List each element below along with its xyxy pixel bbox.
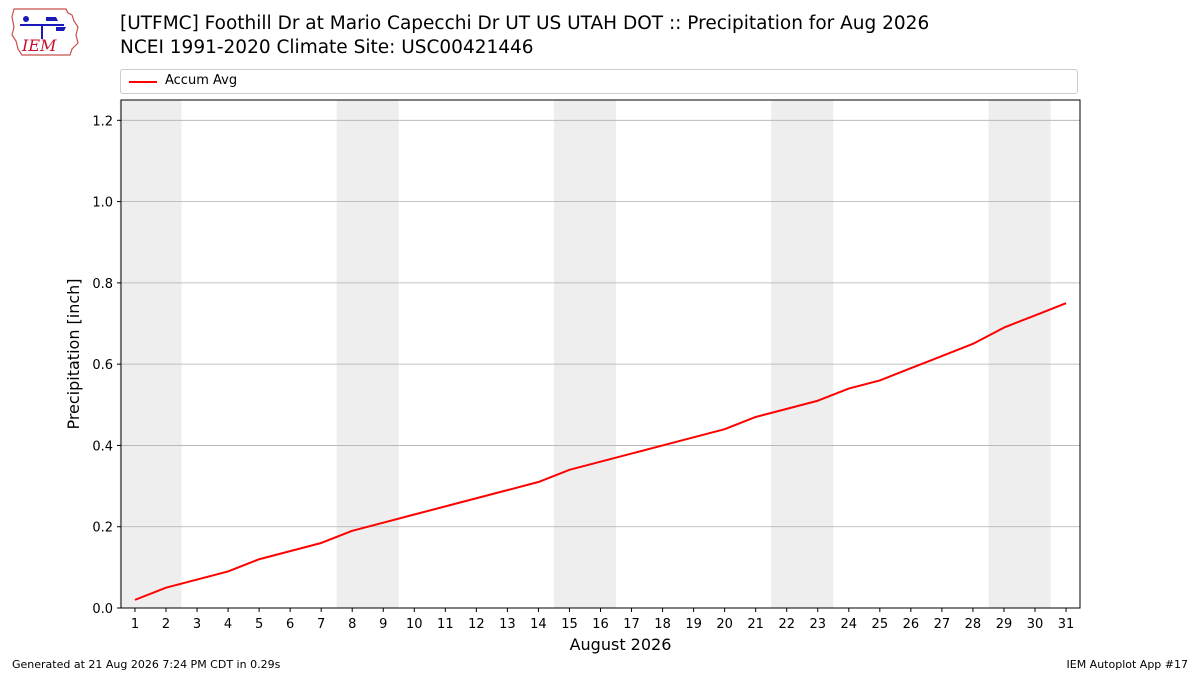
y-tick-label: 0.0 [92, 602, 113, 617]
y-tick-label: 0.2 [92, 521, 113, 536]
weekend-shade [988, 100, 1051, 608]
chart-subtitle: NCEI 1991-2020 Climate Site: USC00421446 [120, 37, 534, 58]
y-tick-label: 1.0 [92, 196, 113, 211]
x-tick-label: 8 [348, 617, 356, 632]
legend-swatch [129, 81, 157, 83]
x-tick-label: 5 [255, 617, 263, 632]
x-tick-label: 1 [131, 617, 139, 632]
legend-label: Accum Avg [165, 73, 238, 88]
x-tick-label: 9 [379, 617, 387, 632]
legend: Accum Avg [120, 69, 1078, 94]
x-tick-label: 27 [934, 617, 951, 632]
x-tick-label: 26 [903, 617, 920, 632]
logo-text: IEM [21, 36, 57, 55]
generated-timestamp: Generated at 21 Aug 2026 7:24 PM CDT in … [12, 658, 281, 671]
x-tick-label: 31 [1058, 617, 1075, 632]
x-tick-label: 17 [623, 617, 640, 632]
x-tick-label: 18 [654, 617, 671, 632]
x-tick-label: 25 [872, 617, 889, 632]
x-tick-label: 28 [965, 617, 982, 632]
x-tick-label: 10 [406, 617, 423, 632]
chart-title: [UTFMC] Foothill Dr at Mario Capecchi Dr… [120, 13, 930, 34]
x-tick-label: 12 [468, 617, 485, 632]
weekend-shade [771, 100, 834, 608]
x-tick-label: 15 [561, 617, 578, 632]
x-tick-label: 20 [716, 617, 733, 632]
x-tick-label: 11 [437, 617, 454, 632]
x-tick-label: 19 [685, 617, 702, 632]
weekend-shade [119, 100, 182, 608]
x-tick-label: 24 [841, 617, 858, 632]
x-tick-label: 7 [317, 617, 325, 632]
x-tick-label: 4 [224, 617, 232, 632]
plot-frame [120, 99, 1081, 609]
x-tick-label: 13 [499, 617, 516, 632]
x-tick-label: 30 [1027, 617, 1044, 632]
weekend-shade [336, 100, 399, 608]
app-label: IEM Autoplot App #17 [1066, 658, 1189, 671]
y-tick-label: 0.8 [92, 277, 113, 292]
x-tick-label: 6 [286, 617, 294, 632]
x-tick-label: 22 [778, 617, 795, 632]
y-tick-label: 0.6 [92, 358, 113, 373]
weekend-shade [553, 100, 617, 608]
x-tick-label: 29 [996, 617, 1013, 632]
y-axis-label: Precipitation [inch] [64, 278, 83, 429]
x-tick-label: 21 [747, 617, 764, 632]
series-line-accum-avg [134, 302, 1067, 601]
y-tick-label: 0.4 [92, 439, 113, 454]
x-tick-label: 2 [162, 617, 170, 632]
x-tick-label: 3 [193, 617, 201, 632]
y-tick-label: 1.2 [92, 114, 113, 129]
x-tick-label: 14 [530, 617, 547, 632]
iem-logo-icon: IEM [11, 8, 79, 56]
x-tick-label: 16 [592, 617, 609, 632]
x-tick-label: 23 [809, 617, 826, 632]
x-axis-label: August 2026 [570, 635, 672, 654]
